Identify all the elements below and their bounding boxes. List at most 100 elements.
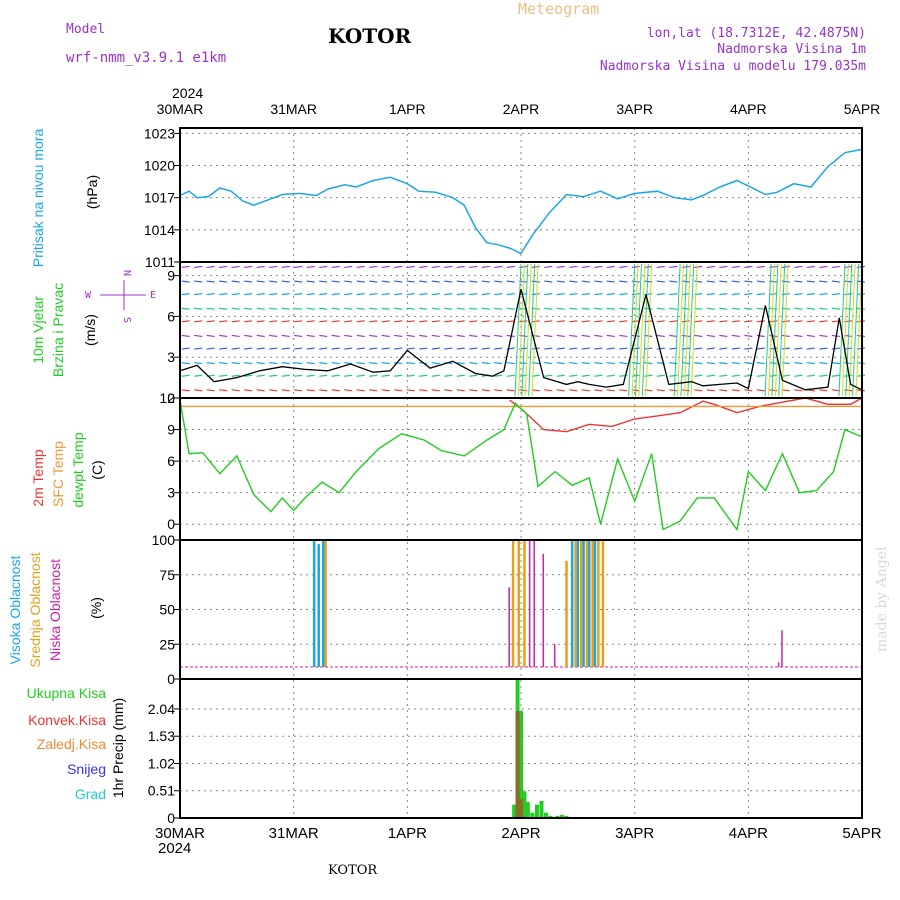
wind-barb-399 <box>356 362 365 365</box>
wind-barb-422 <box>644 362 653 365</box>
wind-barb-517 <box>456 389 465 392</box>
wind-barb-36 <box>631 265 640 269</box>
wind-barb-162 <box>831 293 840 296</box>
cloud-label-2: Srednja Oblacnost <box>27 552 43 667</box>
wind-barb-392 <box>269 362 278 365</box>
wind-barb-172 <box>269 307 278 310</box>
wind-barb-85 <box>556 280 565 283</box>
wind-barb-210 <box>744 307 753 310</box>
wind-barb-336 <box>256 347 265 350</box>
wind-barb-362 <box>581 347 590 350</box>
wind-barb-519 <box>481 389 490 392</box>
wind-barb-414 <box>544 362 553 365</box>
wind-barb-341 <box>319 347 328 350</box>
wind-barb-129 <box>419 293 428 296</box>
wind-barb-285 <box>306 334 315 338</box>
wind-barb-26 <box>506 265 515 269</box>
cloud-bar-0-4 <box>576 540 580 667</box>
wind-barb-227 <box>269 320 278 323</box>
wind-barb-340 <box>306 347 315 350</box>
wind-barb-259 <box>669 320 678 323</box>
wind-barb-514 <box>419 389 428 392</box>
wind-barb-361 <box>569 347 578 350</box>
wind-barb-520 <box>494 389 503 392</box>
wind-gust-0-0 <box>514 263 522 397</box>
precip-panel: Ukupna Kisa Konvek.Kisa Zaledj.Kisa Snijeg G… <box>27 679 569 826</box>
pressure-label: Pritisak na nivou mora <box>30 129 46 268</box>
cloud-bar-2-3 <box>542 553 545 667</box>
wind-barb-140 <box>556 293 565 296</box>
pressure-tick-2: 1017 <box>144 190 175 206</box>
wind-barb-264 <box>731 320 740 323</box>
wind-barb-431 <box>756 362 765 365</box>
wind-gust-0-5 <box>531 263 539 397</box>
precip-bar-0-5 <box>530 812 535 818</box>
wind-barb-302 <box>519 334 528 338</box>
wind-barb-28 <box>531 265 540 269</box>
wind-barb-117 <box>269 293 278 296</box>
wind-barb-262 <box>706 320 715 323</box>
wind-barb-334 <box>231 347 240 350</box>
wind-barb-523 <box>531 389 540 392</box>
wind-barb-483 <box>719 374 728 377</box>
wind-barb-75 <box>431 280 440 283</box>
wind-barb-222 <box>206 320 215 323</box>
wind-barb-180 <box>369 307 378 310</box>
cloud-bar-2-0 <box>508 587 510 667</box>
wind-barb-433 <box>781 362 790 365</box>
wind-unit: (m/s) <box>82 314 98 346</box>
temp-tick-1: 9 <box>167 422 175 438</box>
wind-barb-529 <box>606 389 615 392</box>
wind-barb-380 <box>806 347 815 350</box>
wind-barb-240 <box>431 320 440 323</box>
wind-barb-315 <box>681 334 690 338</box>
wind-barb-308 <box>594 334 603 338</box>
wind-barb-296 <box>444 334 453 338</box>
cloud-bar-2-7 <box>781 630 783 667</box>
wind-barb-142 <box>581 293 590 296</box>
wind-gust-3-2 <box>771 263 779 397</box>
wind-barb-237 <box>394 320 403 323</box>
cloud-bar-2-4 <box>553 644 556 667</box>
wind-barb-304 <box>544 334 553 338</box>
wind-barb-204 <box>669 307 678 310</box>
wind-barb-81 <box>506 280 515 283</box>
wind-tick-3: 0 <box>167 390 175 406</box>
wind-gust-1-1 <box>631 263 639 397</box>
top-x-labels: 30MAR 31MAR 1APR 2APR 3APR 4APR 5APR <box>157 101 881 117</box>
wind-barb-225 <box>244 320 253 323</box>
wind-barb-381 <box>819 347 828 350</box>
wind-barb-64 <box>294 280 303 283</box>
wind-barb-293 <box>406 334 415 338</box>
wind-barb-218 <box>844 307 853 310</box>
wind-barb-133 <box>469 293 478 296</box>
wind-barb-448 <box>281 374 290 377</box>
wind-barb-231 <box>319 320 328 323</box>
wind-barb-538 <box>719 389 728 392</box>
wind-barb-171 <box>256 307 265 310</box>
wind-barb-247 <box>519 320 528 323</box>
wind-barb-451 <box>319 374 328 377</box>
wind-barb-408 <box>469 362 478 365</box>
wind-barb-353 <box>469 347 478 350</box>
wind-barb-541 <box>756 389 765 392</box>
wind-barb-244 <box>481 320 490 323</box>
wind-barb-170 <box>244 307 253 310</box>
wind-barb-246 <box>506 320 515 323</box>
wind-barb-219 <box>856 307 865 310</box>
wind-gust-0-2 <box>521 263 529 397</box>
wind-barb-280 <box>244 334 253 338</box>
wind-gust-1-2 <box>634 263 642 397</box>
wind-barb-13 <box>344 265 353 269</box>
wind-barb-430 <box>744 362 753 365</box>
wind-barb-72 <box>394 280 403 283</box>
wind-barb-330 <box>181 347 190 350</box>
wind-barb-516 <box>444 389 453 392</box>
wind-barb-211 <box>756 307 765 310</box>
wind-barb-202 <box>644 307 653 310</box>
temp-tick-2: 6 <box>167 453 175 469</box>
wind-barb-56 <box>194 280 203 283</box>
x-label-bottom-2: 1APR <box>388 825 427 842</box>
wind-barb-123 <box>344 293 353 296</box>
wind-barb-77 <box>456 280 465 283</box>
